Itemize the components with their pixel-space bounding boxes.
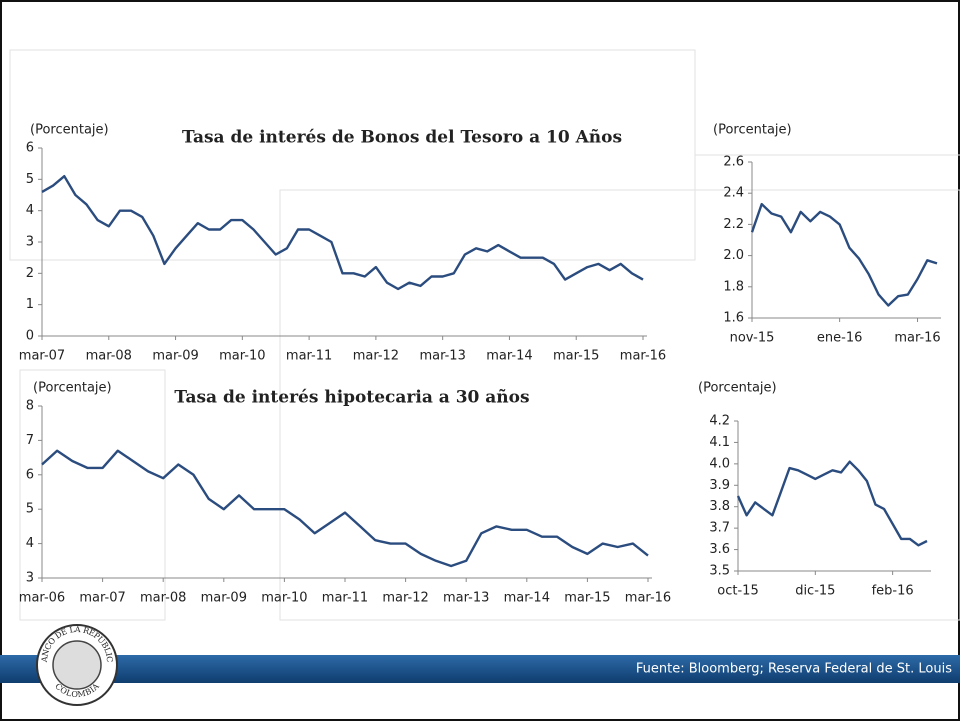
y-tick-label: 4.2 xyxy=(709,414,730,429)
x-tick-label: mar-06 xyxy=(19,591,65,606)
y-tick-label: 0 xyxy=(26,329,34,344)
y-tick-label: 3.6 xyxy=(709,542,730,557)
y-axis-label: (Porcentaje) xyxy=(30,123,109,138)
x-tick-label: oct-15 xyxy=(717,584,758,599)
x-tick-label: mar-11 xyxy=(286,349,332,364)
y-tick-label: 1.8 xyxy=(723,279,744,294)
x-tick-label: mar-15 xyxy=(553,349,599,364)
x-tick-label: mar-12 xyxy=(382,591,428,606)
series-line xyxy=(41,175,644,291)
x-tick-label: mar-10 xyxy=(261,591,307,606)
y-tick-label: 8 xyxy=(26,399,34,414)
y-tick-label: 3.7 xyxy=(709,521,730,536)
y-tick-label: 3.5 xyxy=(709,564,730,579)
y-tick-label: 4.0 xyxy=(709,456,730,471)
y-tick-label: 5 xyxy=(26,172,34,187)
x-tick-label: mar-07 xyxy=(19,349,65,364)
chart-title: Tasa de interés de Bonos del Tesoro a 10… xyxy=(182,128,622,148)
x-tick-label: mar-16 xyxy=(620,349,666,364)
x-tick-label: mar-07 xyxy=(79,591,125,606)
y-tick-label: 1 xyxy=(26,297,34,312)
chart-title: Tasa de interés hipotecaria a 30 años xyxy=(174,388,529,408)
y-axis-label: (Porcentaje) xyxy=(698,381,777,396)
y-axis-label: (Porcentaje) xyxy=(33,381,112,396)
x-tick-label: nov-15 xyxy=(730,331,775,346)
x-tick-label: mar-14 xyxy=(486,349,532,364)
y-tick-label: 2 xyxy=(26,266,34,281)
x-tick-label: dic-15 xyxy=(795,584,835,599)
source: Fuente: Bloomberg; Reserva Federal de St… xyxy=(636,662,952,677)
series-line xyxy=(41,449,649,568)
decor-frames xyxy=(9,49,960,621)
x-tick-label: ene-16 xyxy=(817,331,862,346)
y-tick-label: 6 xyxy=(26,467,34,482)
y-tick-label: 3.8 xyxy=(709,499,730,514)
x-tick-label: mar-13 xyxy=(443,591,489,606)
y-tick-label: 3 xyxy=(26,571,34,586)
y-tick-label: 3 xyxy=(26,235,34,250)
x-tick-label: mar-15 xyxy=(564,591,610,606)
x-tick-label: mar-10 xyxy=(219,349,265,364)
x-tick-label: mar-09 xyxy=(201,591,247,606)
y-axis-label: (Porcentaje) xyxy=(713,123,792,138)
y-tick-label: 2.2 xyxy=(723,217,744,232)
footer-band xyxy=(0,655,960,683)
y-tick-label: 7 xyxy=(26,433,34,448)
series-line xyxy=(736,460,928,547)
x-tick-label: mar-11 xyxy=(322,591,368,606)
y-tick-label: 6 xyxy=(26,141,34,156)
y-tick-label: 4.1 xyxy=(709,435,730,450)
x-tick-label: mar-16 xyxy=(625,591,671,606)
x-tick-label: mar-08 xyxy=(140,591,186,606)
x-tick-label: mar-08 xyxy=(86,349,132,364)
x-tick-label: mar-09 xyxy=(152,349,198,364)
y-tick-label: 2.4 xyxy=(723,186,744,201)
y-tick-label: 4 xyxy=(26,203,34,218)
x-tick-label: mar-13 xyxy=(419,349,465,364)
x-tick-label: mar-14 xyxy=(504,591,550,606)
y-tick-label: 3.9 xyxy=(709,478,730,493)
y-tick-label: 2.0 xyxy=(723,248,744,263)
x-tick-label: mar-12 xyxy=(353,349,399,364)
y-tick-label: 5 xyxy=(26,502,34,517)
series-line xyxy=(750,202,938,307)
x-tick-label: mar-16 xyxy=(894,331,940,346)
y-tick-label: 2.6 xyxy=(723,155,744,170)
y-tick-label: 4 xyxy=(26,536,34,551)
y-tick-label: 1.6 xyxy=(723,311,744,326)
x-tick-label: feb-16 xyxy=(872,584,914,599)
